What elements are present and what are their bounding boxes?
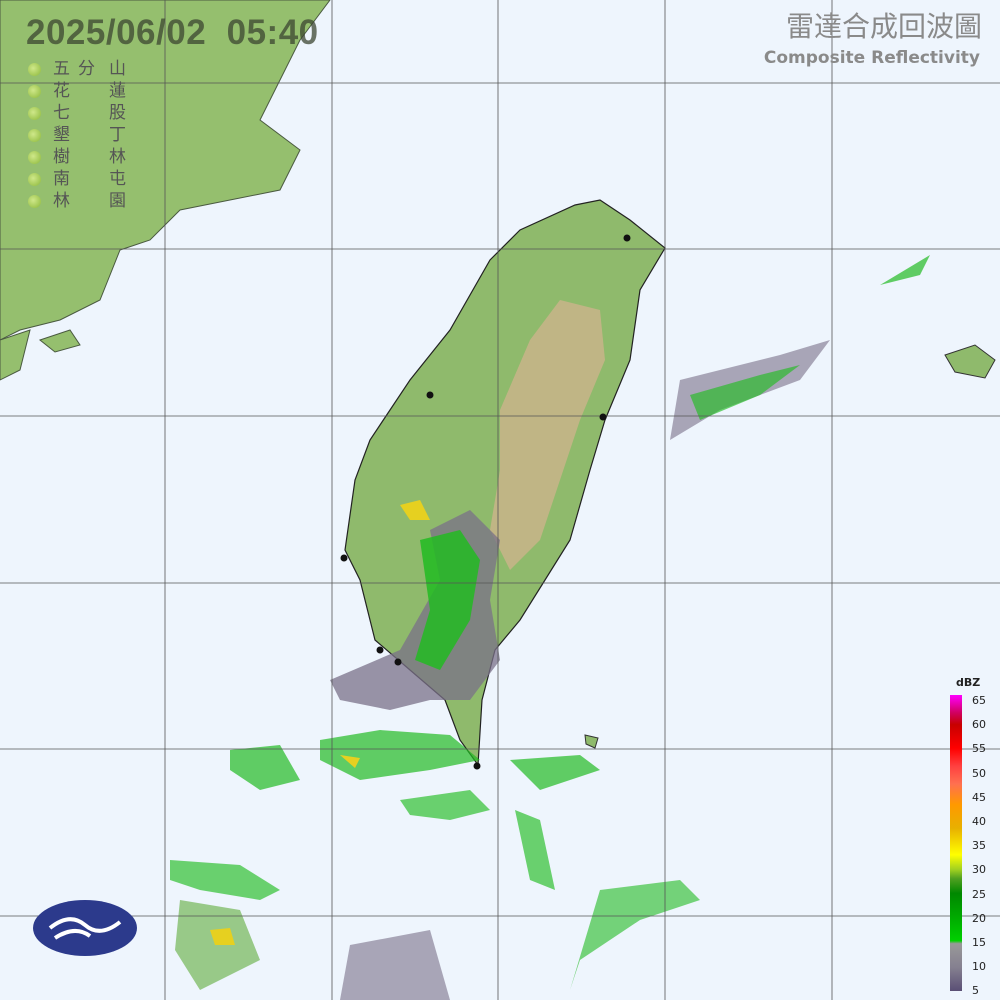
station-name-part: 南 (53, 169, 78, 189)
station-dot-icon (28, 194, 41, 208)
station-dot-icon (28, 172, 41, 186)
radar-station: 花蓮 (28, 80, 126, 102)
color-bar (950, 695, 962, 991)
station-name-part: 七 (53, 103, 78, 123)
map-title-en: Composite Reflectivity (763, 48, 980, 68)
central-mountains (490, 300, 605, 570)
radar-echoes (170, 255, 930, 1000)
legend-tick: 10 (972, 960, 986, 974)
legend-tick: 5 (972, 984, 979, 998)
station-name-part: 林 (109, 147, 126, 167)
station-name-part: 山 (109, 59, 126, 79)
station-dot-icon (28, 84, 41, 98)
station-dot-icon (28, 150, 41, 164)
station-name-part: 花 (53, 81, 78, 101)
radar-station: 南屯 (28, 168, 126, 190)
radar-station: 樹林 (28, 146, 126, 168)
legend-tick: 25 (972, 887, 986, 901)
radar-station: 林園 (28, 190, 126, 212)
station-name-part: 丁 (109, 125, 126, 145)
legend-tick: 65 (972, 694, 986, 707)
radar-sites (340, 234, 631, 770)
station-name-part: 園 (109, 191, 126, 211)
legend-tick: 40 (972, 815, 986, 828)
timestamp: 2025/06/02 05:40 (26, 13, 319, 52)
legend-tick: 60 (972, 718, 986, 732)
station-dot-icon (28, 106, 41, 120)
station-name-part: 五分 (53, 59, 103, 79)
radar-station: 墾丁 (28, 124, 126, 146)
station-dot-icon (28, 128, 41, 142)
station-name-part: 蓮 (109, 81, 126, 101)
station-name-part: 墾 (53, 125, 78, 145)
legend-tick: 15 (972, 936, 986, 949)
radar-station-list: 五分山花蓮七股墾丁樹林南屯林園 (28, 58, 126, 212)
legend-unit: dBZ (956, 676, 981, 689)
map-title-zh: 雷達合成回波圖 (785, 10, 982, 43)
legend-tick: 35 (972, 839, 986, 853)
legend-tick: 55 (972, 742, 986, 756)
legend-tick: 30 (972, 863, 986, 877)
cwa-logo-icon (33, 900, 137, 956)
legend-tick: 20 (972, 911, 986, 925)
legend-tick: 50 (972, 766, 986, 780)
radar-station: 七股 (28, 102, 126, 124)
station-name-part: 屯 (109, 169, 126, 189)
station-name-part: 樹 (53, 147, 78, 167)
station-name-part: 股 (109, 103, 126, 123)
station-dot-icon (28, 62, 41, 76)
radar-station: 五分山 (28, 58, 126, 80)
legend-tick: 45 (972, 790, 986, 804)
station-name-part: 林 (53, 191, 78, 211)
